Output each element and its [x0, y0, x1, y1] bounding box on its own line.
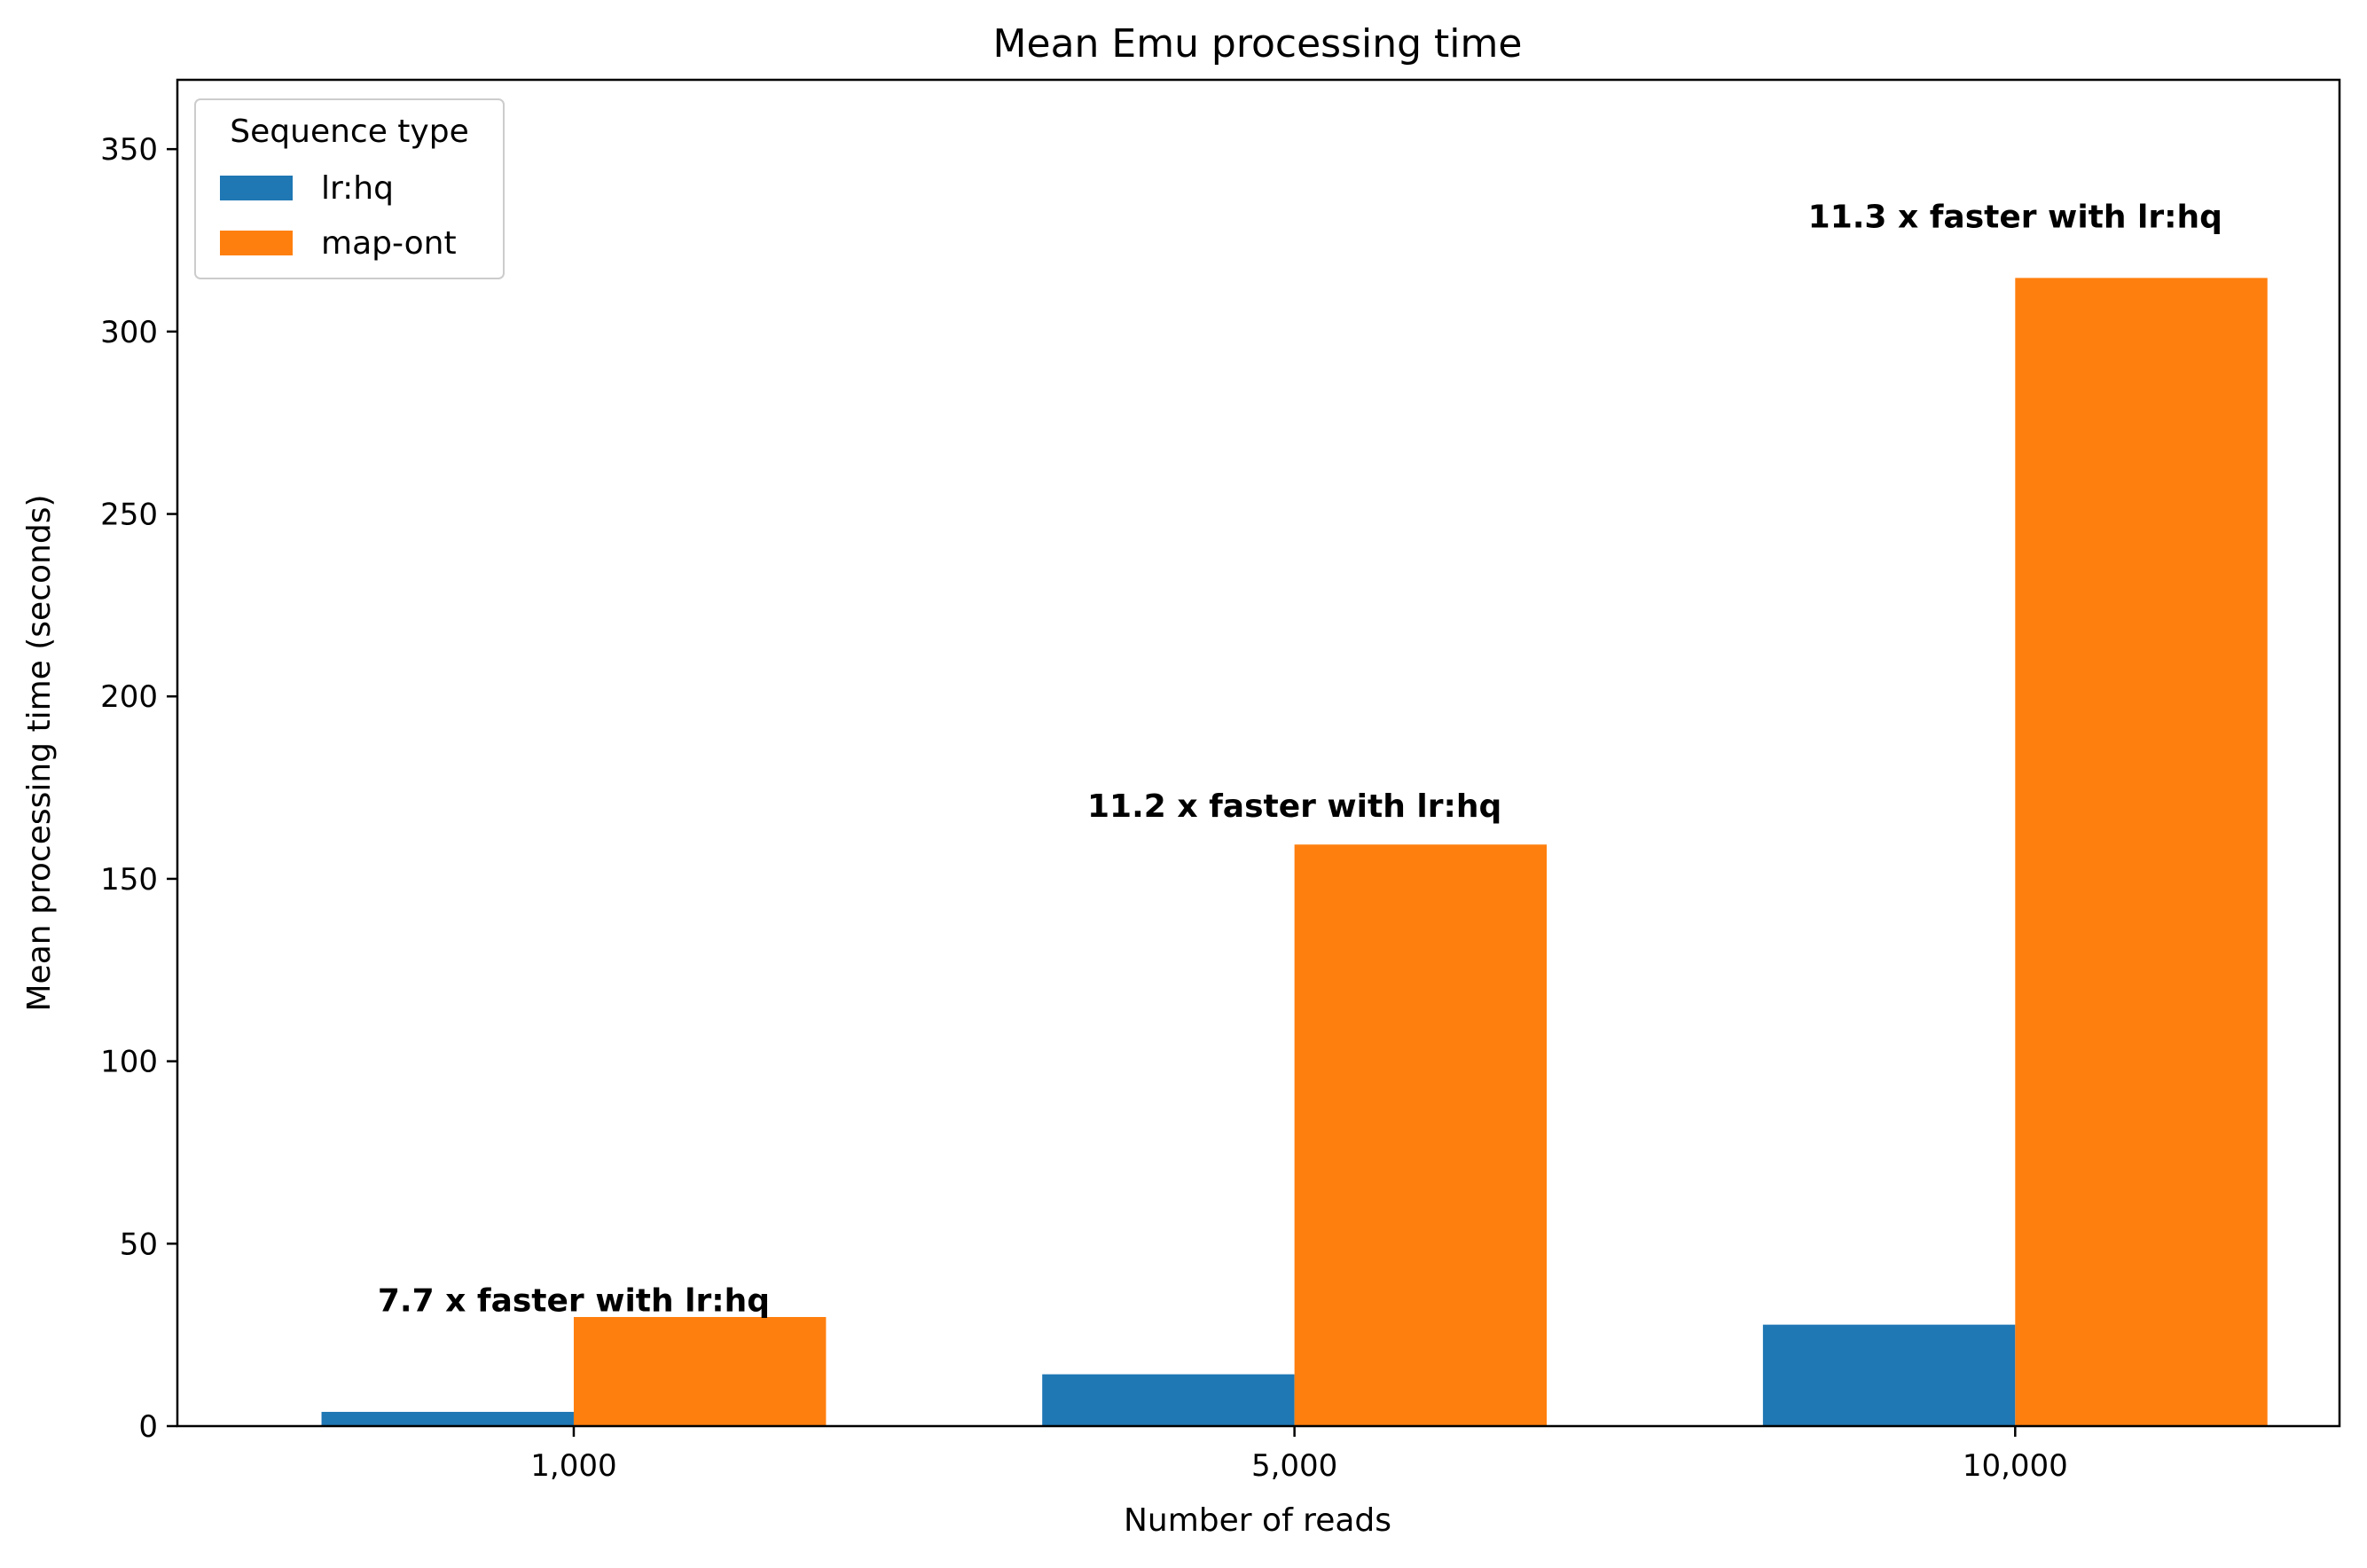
chart-title: Mean Emu processing time — [993, 21, 1523, 67]
x-tick-label-5-000: 5,000 — [1251, 1448, 1337, 1484]
y-tick-label: 350 — [100, 132, 158, 168]
bar-map-ont-10-000 — [2015, 278, 2268, 1426]
legend-title: Sequence type — [230, 114, 468, 150]
bar-map-ont-1-000 — [573, 1316, 827, 1426]
plot-frame — [176, 78, 2341, 1428]
speedup-annotation-1-000: 7.7 x faster with lr:hq — [378, 1282, 770, 1319]
y-tick-label: 100 — [100, 1045, 158, 1080]
y-tick-label: 250 — [100, 498, 158, 533]
legend: Sequence type lr:hq map-ont — [194, 98, 505, 279]
y-axis-label: Mean processing time (seconds) — [21, 495, 58, 1012]
x-tick-label-10-000: 10,000 — [1963, 1448, 2068, 1484]
bar-lr-hq-10-000 — [1762, 1324, 2016, 1426]
legend-label-map-ont: map-ont — [321, 225, 457, 262]
plot-area: 0 50 100 150 200 250 300 350 1,000 5,000 10,000 7.7… — [100, 132, 2268, 1484]
x-axis-label: Number of reads — [1124, 1502, 1391, 1539]
y-tick-label: 150 — [100, 862, 158, 898]
y-tick-label: 300 — [100, 315, 158, 350]
y-tick-label: 200 — [100, 679, 158, 715]
x-tick-label-1-000: 1,000 — [530, 1448, 616, 1484]
speedup-annotation-10-000: 11.3 x faster with lr:hq — [1808, 200, 2222, 236]
legend-label-lr-hq: lr:hq — [321, 170, 394, 207]
y-tick-label: 0 — [138, 1409, 158, 1445]
bar-lr-hq-5-000 — [1042, 1374, 1295, 1426]
y-tick-label: 50 — [120, 1227, 158, 1262]
bar-map-ont-5-000 — [1294, 844, 1548, 1426]
speedup-annotation-5-000: 11.2 x faster with lr:hq — [1087, 788, 1501, 825]
bar-lr-hq-1-000 — [321, 1411, 574, 1426]
legend-swatch-map-ont — [220, 231, 293, 255]
legend-swatch-lr-hq — [220, 176, 293, 200]
